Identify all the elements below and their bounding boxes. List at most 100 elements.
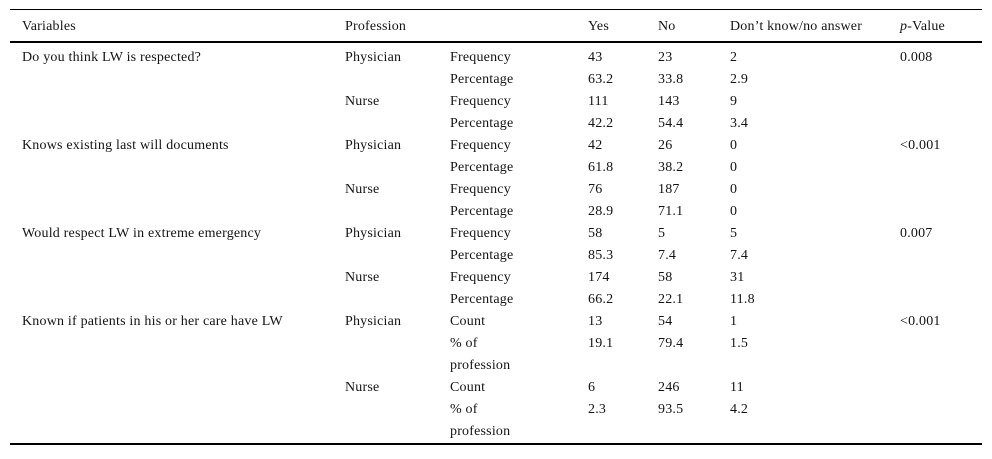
statistic-label: Percentage: [450, 116, 514, 131]
dont-know-cell: 0: [730, 204, 738, 219]
variable-cell: Knows existing last will documents: [10, 135, 345, 223]
yes-cell: 42.2: [588, 116, 614, 131]
statistic-cell: Percentage: [450, 245, 588, 267]
p-value-cell: 0.008: [900, 50, 933, 65]
results-table: Variables Profession Yes No Don’t know/n…: [10, 9, 982, 445]
no-cell: 22.1: [658, 292, 684, 307]
statistic-label: Count: [450, 380, 486, 395]
statistic-cell: Count: [450, 377, 588, 399]
profession-cell: Nurse: [345, 94, 380, 109]
table-row: Nurse Count 6 246 11: [10, 377, 982, 399]
table-row: Nurse Frequency 174 58 31: [10, 267, 982, 289]
dont-know-cell: 5: [730, 226, 738, 241]
p-value-header-rest: -Value: [907, 19, 945, 34]
no-cell: 23: [658, 50, 673, 65]
no-cell: 71.1: [658, 204, 684, 219]
table-row: Percentage 61.8 38.2 0: [10, 157, 982, 179]
profession-cell: Physician: [345, 50, 402, 65]
no-cell: 58: [658, 270, 673, 285]
statistic-cell: % of profession: [450, 399, 588, 444]
no-cell: 79.4: [658, 336, 684, 351]
yes-cell: 174: [588, 270, 610, 285]
variable-cell: Do you think LW is respected?: [10, 42, 345, 135]
yes-cell: 13: [588, 314, 603, 329]
statistic-label: Frequency: [450, 226, 511, 241]
no-cell: 246: [658, 380, 680, 395]
p-value-cell: 0.007: [900, 226, 933, 241]
profession-cell: Physician: [345, 314, 402, 329]
table-row: Do you think LW is respected? Physician …: [10, 42, 982, 69]
dont-know-cell: 11: [730, 380, 744, 395]
statistic-label: Percentage: [450, 248, 514, 263]
yes-cell: 66.2: [588, 292, 614, 307]
yes-cell: 61.8: [588, 160, 614, 175]
table-row: % of profession 19.1 79.4 1.5: [10, 333, 982, 377]
table-row: % of profession 2.3 93.5 4.2: [10, 399, 982, 444]
statistic-cell: Frequency: [450, 42, 588, 69]
no-cell: 54: [658, 314, 673, 329]
statistic-cell: Frequency: [450, 91, 588, 113]
no-cell: 7.4: [658, 248, 677, 263]
statistic-cell: Frequency: [450, 223, 588, 245]
profession-cell: Physician: [345, 226, 402, 241]
column-header-variables: Variables: [10, 9, 345, 43]
column-header-dont-know: Don’t know/no answer: [730, 9, 900, 43]
statistic-cell: Percentage: [450, 289, 588, 311]
table-row: Knows existing last will documents Physi…: [10, 135, 982, 157]
statistic-label: Frequency: [450, 182, 511, 197]
yes-cell: 85.3: [588, 248, 614, 263]
statistic-cell: Percentage: [450, 201, 588, 223]
dont-know-cell: 0: [730, 138, 738, 153]
table-row: Nurse Frequency 76 187 0: [10, 179, 982, 201]
column-header-no: No: [658, 9, 730, 43]
yes-cell: 63.2: [588, 72, 614, 87]
yes-cell: 42: [588, 138, 603, 153]
variable-label: Known if patients in his or her care hav…: [22, 314, 283, 329]
no-cell: 187: [658, 182, 680, 197]
statistic-label: Count: [450, 314, 486, 329]
statistic-label: % of profession: [450, 402, 511, 439]
table-row: Percentage 66.2 22.1 11.8: [10, 289, 982, 311]
no-cell: 54.4: [658, 116, 684, 131]
statistic-cell: Count: [450, 311, 588, 333]
variable-cell: Would respect LW in extreme emergency: [10, 223, 345, 311]
statistic-label: Percentage: [450, 72, 514, 87]
table-row: Percentage 63.2 33.8 2.9: [10, 69, 982, 91]
p-value-cell: <0.001: [900, 138, 941, 153]
yes-cell: 28.9: [588, 204, 614, 219]
variable-label: Would respect LW in extreme emergency: [22, 226, 262, 241]
statistic-label: Percentage: [450, 292, 514, 307]
table-row: Percentage 42.2 54.4 3.4: [10, 113, 982, 135]
yes-cell: 2.3: [588, 402, 607, 417]
no-cell: 93.5: [658, 402, 684, 417]
yes-cell: 19.1: [588, 336, 614, 351]
column-header-statistic: [450, 9, 588, 43]
dont-know-cell: 0: [730, 182, 738, 197]
table-header-row: Variables Profession Yes No Don’t know/n…: [10, 9, 982, 43]
dont-know-cell: 1.5: [730, 336, 749, 351]
statistic-label: Frequency: [450, 270, 511, 285]
no-cell: 5: [658, 226, 666, 241]
dont-know-cell: 2: [730, 50, 738, 65]
dont-know-cell: 4.2: [730, 402, 749, 417]
variable-label: Do you think LW is respected?: [22, 50, 202, 65]
yes-cell: 58: [588, 226, 603, 241]
no-cell: 143: [658, 94, 680, 109]
statistic-label: Percentage: [450, 160, 514, 175]
table-row: Nurse Frequency 111 143 9: [10, 91, 982, 113]
p-value-header-italic: p: [900, 19, 908, 34]
dont-know-cell: 0: [730, 160, 738, 175]
dont-know-cell: 11.8: [730, 292, 755, 307]
statistic-label: Frequency: [450, 94, 511, 109]
no-cell: 26: [658, 138, 673, 153]
statistic-cell: Frequency: [450, 267, 588, 289]
statistic-label: % of profession: [450, 336, 511, 373]
profession-cell: Nurse: [345, 270, 380, 285]
variable-cell: Known if patients in his or her care hav…: [10, 311, 345, 444]
column-header-yes: Yes: [588, 9, 658, 43]
statistic-label: Percentage: [450, 204, 514, 219]
statistic-cell: Percentage: [450, 69, 588, 91]
yes-cell: 43: [588, 50, 603, 65]
statistic-label: Frequency: [450, 50, 511, 65]
dont-know-cell: 1: [730, 314, 738, 329]
